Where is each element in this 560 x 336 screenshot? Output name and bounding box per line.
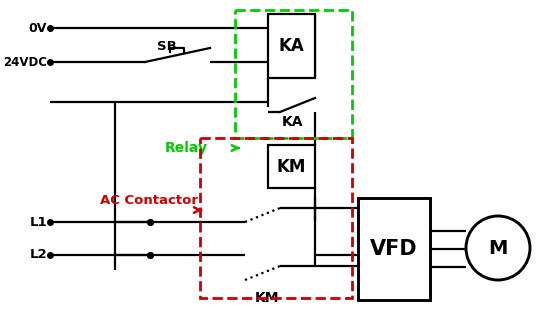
Bar bbox=[358, 198, 430, 300]
Text: SB: SB bbox=[157, 40, 177, 52]
Text: AC Contactor: AC Contactor bbox=[100, 194, 198, 207]
Text: L2: L2 bbox=[29, 249, 47, 261]
Bar bbox=[268, 145, 315, 188]
Text: KM: KM bbox=[255, 291, 280, 305]
Text: L1: L1 bbox=[29, 215, 47, 228]
Bar bbox=[268, 14, 315, 78]
Bar bbox=[200, 138, 352, 298]
Bar bbox=[235, 10, 352, 138]
Text: Relay: Relay bbox=[165, 141, 208, 155]
Text: KA: KA bbox=[282, 115, 304, 129]
Text: M: M bbox=[488, 239, 508, 257]
Text: KM: KM bbox=[277, 158, 306, 175]
Text: VFD: VFD bbox=[370, 239, 418, 259]
Text: 0V: 0V bbox=[29, 22, 47, 35]
Text: KA: KA bbox=[279, 37, 305, 55]
Text: 24VDC: 24VDC bbox=[3, 55, 47, 69]
